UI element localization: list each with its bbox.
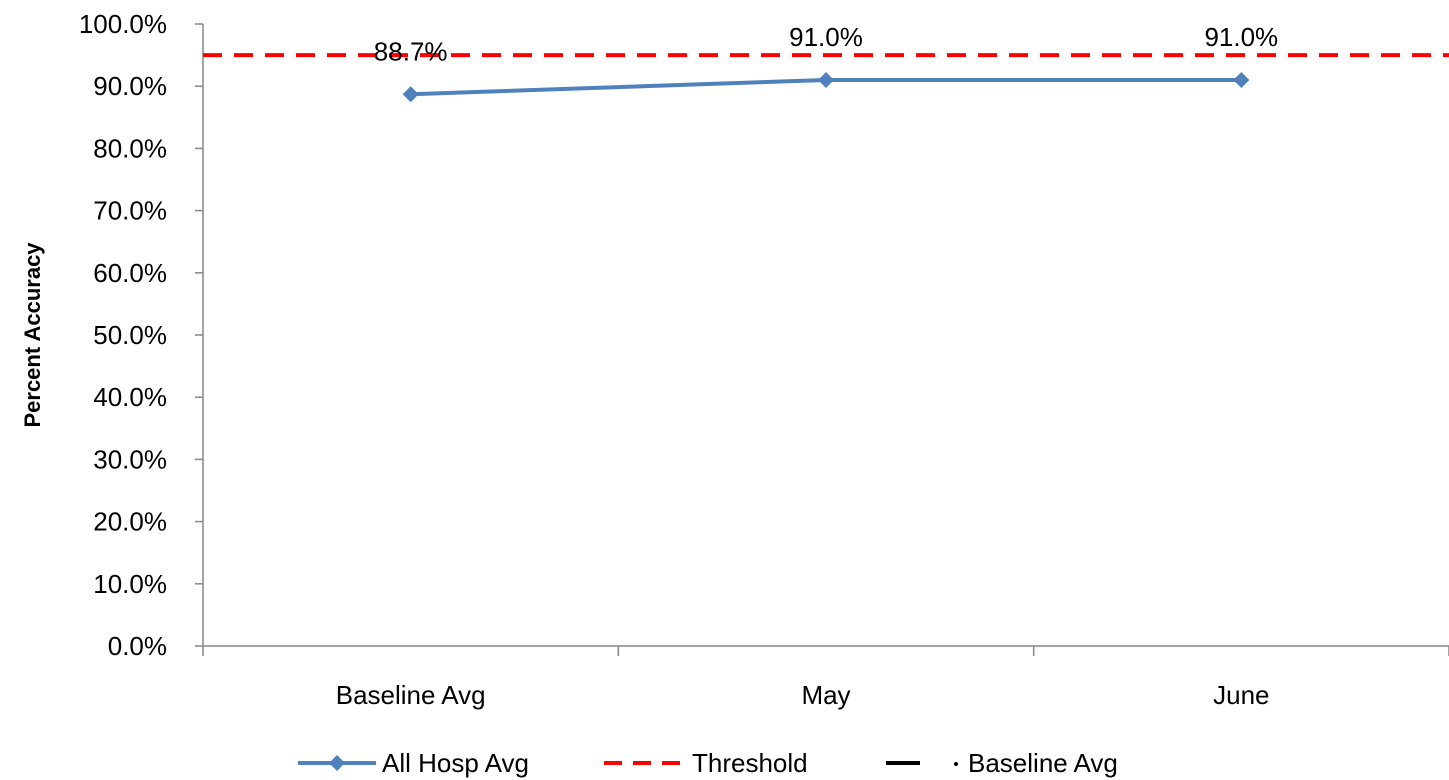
y-tick-label: 60.0% [93, 258, 167, 288]
y-tick-label: 10.0% [93, 569, 167, 599]
data-label: 91.0% [1204, 22, 1278, 52]
data-label: 91.0% [789, 22, 863, 52]
y-tick-label: 80.0% [93, 133, 167, 163]
x-tick-label: June [1213, 680, 1269, 710]
x-axis: Baseline Avg May June [202, 646, 1449, 710]
y-tick-label: 30.0% [93, 444, 167, 474]
y-tick-label: 0.0% [108, 631, 167, 661]
legend-item-threshold: Threshold [604, 748, 808, 778]
legend-item-all-hosp-avg: All Hosp Avg [298, 748, 529, 778]
series-layer [203, 53, 1449, 103]
data-labels: 88.7% 91.0% 91.0% [374, 22, 1278, 66]
y-tick-label: 50.0% [93, 320, 167, 350]
data-label: 88.7% [374, 36, 448, 66]
x-tick-label: Baseline Avg [336, 680, 486, 710]
y-axis: 0.0% 10.0% 20.0% 30.0% 40.0% 50.0% 60.0% 70.0% 8… [79, 9, 203, 661]
data-point-marker [402, 86, 419, 103]
y-tick-label: 90.0% [93, 71, 167, 101]
data-point-marker [818, 71, 834, 88]
y-tick-label: 100.0% [79, 9, 167, 39]
legend-label: All Hosp Avg [382, 748, 529, 778]
diamond-marker-icon [329, 755, 345, 771]
legend: All Hosp Avg Threshold Baseline Avg [298, 748, 1118, 778]
x-tick-label: May [801, 680, 850, 710]
legend-item-baseline-avg: Baseline Avg [886, 748, 1118, 778]
data-point-marker [1233, 71, 1250, 88]
legend-label: Baseline Avg [968, 748, 1118, 778]
y-tick-label: 70.0% [93, 196, 167, 226]
y-axis-title: Percent Accuracy [20, 242, 45, 428]
legend-label: Threshold [692, 748, 808, 778]
y-tick-label: 20.0% [93, 507, 167, 537]
y-tick-label: 40.0% [93, 382, 167, 412]
